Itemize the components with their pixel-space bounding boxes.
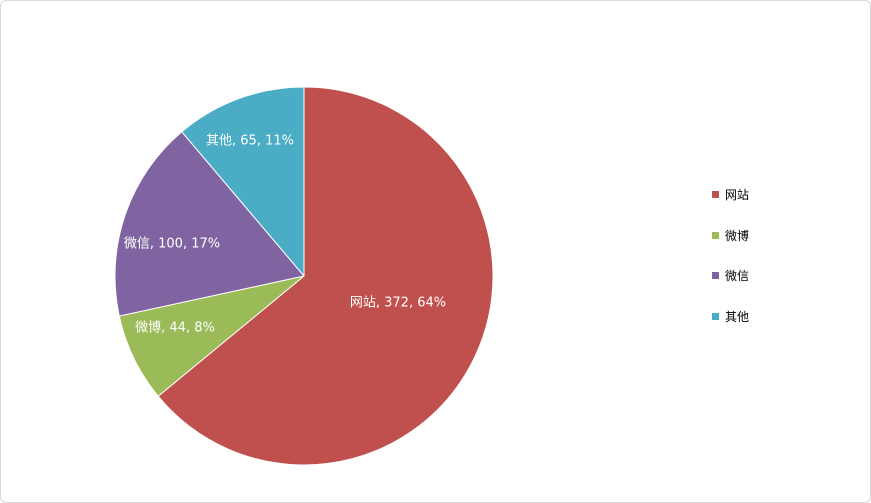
pie-slice-0 [157,86,494,466]
legend-swatch-0 [712,191,719,198]
pie-data-labels: 网站, 372, 64% 微博, 44, 8% 微信, 100, 17% 其他, 65… [124,134,446,336]
pie-slice-2 [114,131,305,317]
legend-swatch-3 [712,313,719,321]
legend-swatch-1 [712,231,719,239]
pie-data-label-0: 网站, 372, 64% [350,296,446,311]
pie-slices [114,86,494,466]
legend-label-2: 微信 [725,269,750,284]
legend-swatch-2 [712,272,719,280]
legend-label-0: 网站 [725,188,750,202]
pie-data-label-1: 微博, 44, 8% [135,321,215,336]
pie-slice-3 [181,86,305,277]
pie-data-label-3: 其他, 65, 11% [206,134,294,149]
pie-data-label-2: 微信, 100, 17% [124,237,220,252]
legend-label-3: 其他 [725,310,750,325]
legend-label-1: 微博 [725,228,750,243]
